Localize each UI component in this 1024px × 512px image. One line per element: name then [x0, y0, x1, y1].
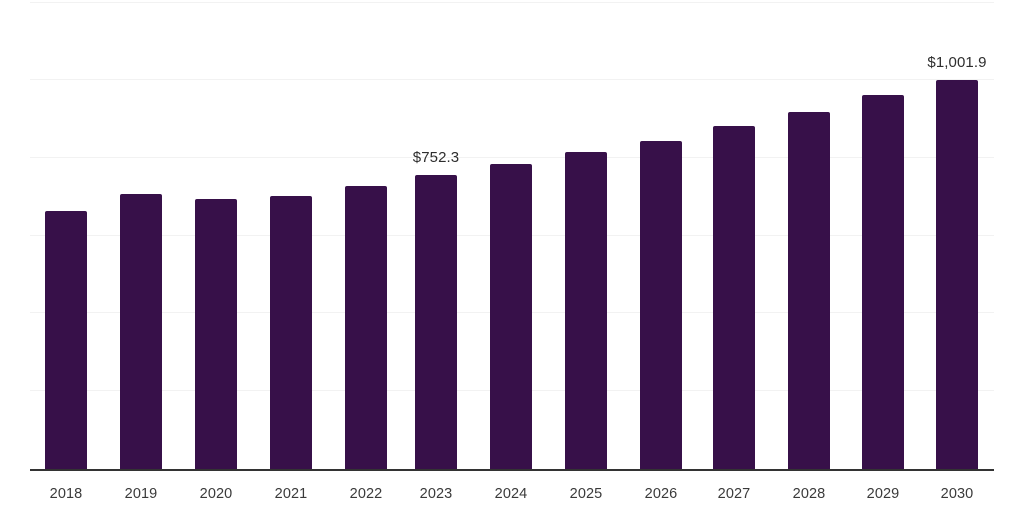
- bar-2026[interactable]: [640, 141, 682, 469]
- bar-2023[interactable]: [415, 175, 457, 469]
- x-tick-2021: 2021: [274, 486, 308, 502]
- bar-2018[interactable]: [45, 211, 87, 469]
- x-tick-2027: 2027: [717, 486, 751, 502]
- bar-2019[interactable]: [120, 194, 162, 469]
- bar-2030[interactable]: [936, 80, 978, 469]
- bar-2029[interactable]: [862, 95, 904, 469]
- gridline: [30, 2, 994, 3]
- bar-2024[interactable]: [490, 164, 532, 469]
- bar-2020[interactable]: [195, 199, 237, 469]
- x-tick-2029: 2029: [866, 486, 900, 502]
- x-axis-line: [30, 469, 994, 471]
- bar-2025[interactable]: [565, 152, 607, 469]
- gridline: [30, 79, 994, 80]
- bar-value-label-2023: $752.3: [412, 149, 460, 166]
- x-tick-2030: 2030: [940, 486, 974, 502]
- x-tick-2028: 2028: [792, 486, 826, 502]
- x-tick-2020: 2020: [199, 486, 233, 502]
- x-tick-2018: 2018: [49, 486, 83, 502]
- x-tick-2025: 2025: [569, 486, 603, 502]
- x-tick-2019: 2019: [124, 486, 158, 502]
- bar-2022[interactable]: [345, 186, 387, 469]
- bar-2028[interactable]: [788, 112, 830, 469]
- x-tick-2024: 2024: [494, 486, 528, 502]
- x-tick-2023: 2023: [419, 486, 453, 502]
- bar-2027[interactable]: [713, 126, 755, 469]
- x-tick-2022: 2022: [349, 486, 383, 502]
- bar-value-label-2030: $1,001.9: [927, 54, 987, 71]
- bar-2021[interactable]: [270, 196, 312, 469]
- gridline: [30, 157, 994, 158]
- x-tick-2026: 2026: [644, 486, 678, 502]
